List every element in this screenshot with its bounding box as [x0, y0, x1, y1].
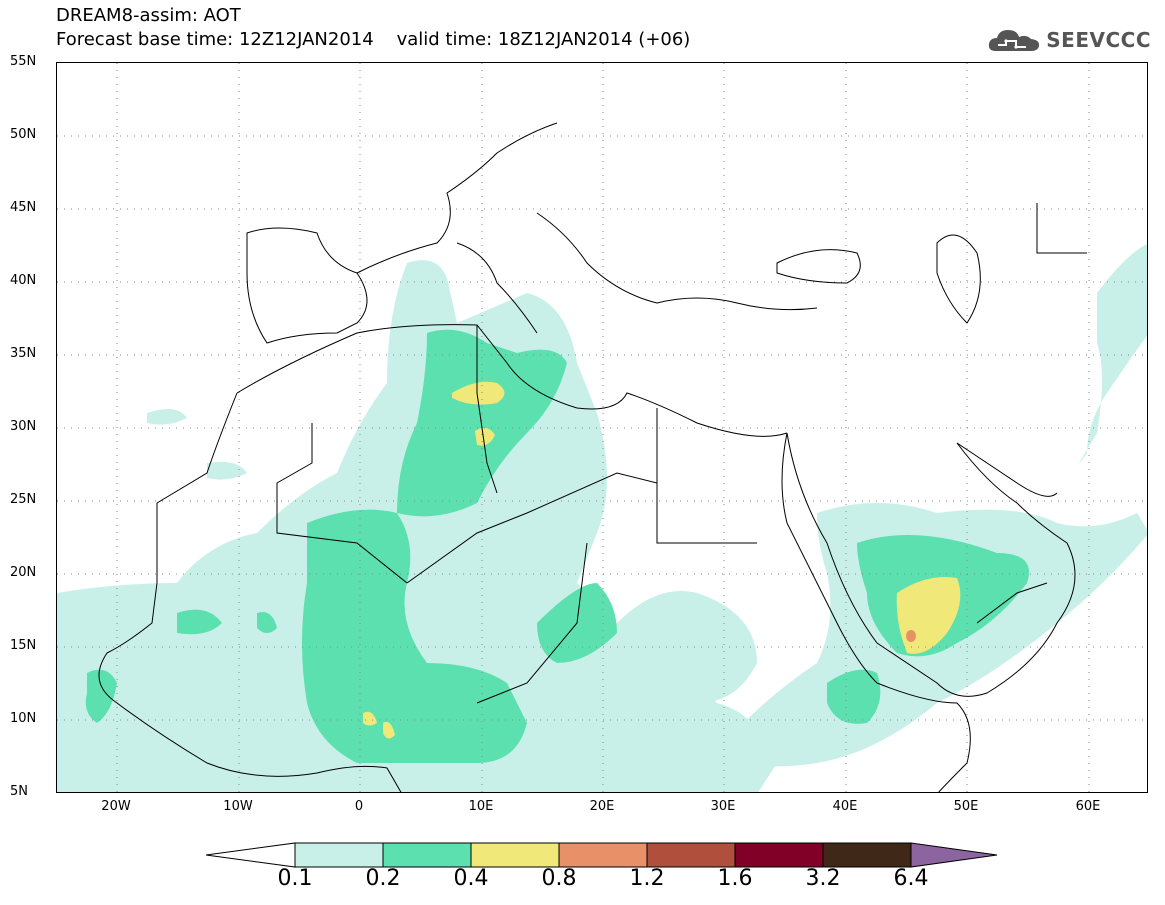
- colorbar-label-0.4: 0.4: [453, 866, 489, 891]
- aot-map: [57, 63, 1147, 792]
- colorbar-label-0.8: 0.8: [541, 866, 577, 891]
- lon-label-0: 0: [354, 799, 364, 814]
- lat-label-25n: 25N: [10, 492, 37, 507]
- lon-label-40e: 40E: [832, 799, 858, 814]
- map-title: DREAM8-assim: AOT: [56, 5, 241, 26]
- lon-label-50e: 50E: [953, 799, 979, 814]
- map-subtitle-times: Forecast base time: 12Z12JAN2014 valid t…: [56, 29, 691, 50]
- coastlines-and-borders: [98, 122, 1087, 792]
- aot-layer-0.8-1.2: [906, 630, 916, 642]
- colorbar-segment-0.1-0.2: [294, 842, 384, 868]
- colorbar-label-0.2: 0.2: [365, 866, 401, 891]
- colorbar-label-6.4: 6.4: [893, 866, 929, 891]
- lon-label-10w: 10W: [223, 799, 253, 814]
- colorbar-segment-0.8-1.2: [558, 842, 648, 868]
- colorbar-segment-3.2-6.4: [822, 842, 912, 868]
- lat-label-30n: 30N: [10, 419, 37, 434]
- lat-label-45n: 45N: [10, 200, 37, 215]
- map-gridlines: [57, 63, 1147, 792]
- lon-label-10e: 10E: [468, 799, 494, 814]
- cloud-icon: [989, 30, 1040, 51]
- lon-label-60e: 60E: [1075, 799, 1101, 814]
- lat-label-55n: 55N: [10, 54, 37, 69]
- colorbar-label-1.6: 1.6: [717, 866, 753, 891]
- map-panel: [56, 62, 1148, 793]
- lon-label-30e: 30E: [710, 799, 736, 814]
- lat-label-35n: 35N: [10, 346, 37, 361]
- colorbar-label-0.1: 0.1: [277, 866, 313, 891]
- colorbar-segment-1.6-3.2: [734, 842, 824, 868]
- logo-text: SEEVCCC: [1046, 28, 1151, 52]
- seevccc-logo: SEEVCCC: [986, 24, 1151, 56]
- colorbar-segment-0.2-0.4: [382, 842, 472, 868]
- lat-label-20n: 20N: [10, 565, 37, 580]
- colorbar-segment-0.4-0.8: [470, 842, 560, 868]
- colorbar-segment-below-0.1: [206, 842, 296, 868]
- colorbar-label-3.2: 3.2: [805, 866, 841, 891]
- lon-label-20e: 20E: [589, 799, 615, 814]
- aot-colorbar: [206, 842, 998, 868]
- lon-label-20w: 20W: [101, 799, 131, 814]
- colorbar-segment-above-6.4: [910, 842, 998, 868]
- lat-label-40n: 40N: [10, 273, 37, 288]
- lat-label-50n: 50N: [10, 127, 37, 142]
- colorbar-segment-1.2-1.6: [646, 842, 736, 868]
- lat-label-5n: 5N: [10, 784, 28, 799]
- lat-label-10n: 10N: [10, 711, 37, 726]
- lat-label-15n: 15N: [10, 638, 37, 653]
- colorbar-label-1.2: 1.2: [629, 866, 665, 891]
